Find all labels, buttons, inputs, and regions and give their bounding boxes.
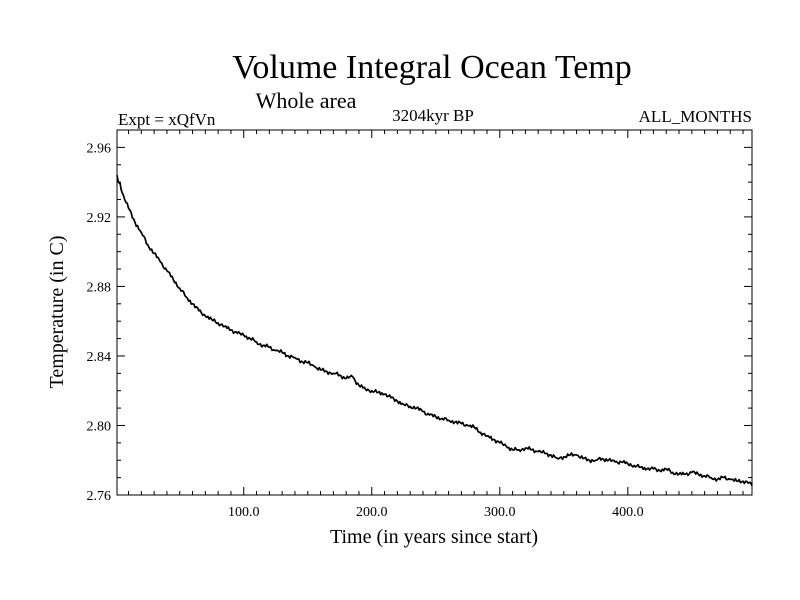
series-layer	[116, 175, 753, 486]
x-axis-label: Time (in years since start)	[330, 526, 538, 548]
y-tick-label: 2.80	[87, 419, 112, 434]
period-label: 3204kyr BP	[392, 106, 474, 125]
x-tick-label: 300.0	[484, 505, 516, 520]
chart-subtitle: Whole area	[256, 88, 357, 113]
chart-title: Volume Integral Ocean Temp	[232, 49, 632, 86]
series-line	[116, 175, 753, 486]
months-label: ALL_MONTHS	[639, 107, 752, 126]
x-tick-label: 100.0	[228, 505, 260, 520]
x-tick-label: 200.0	[356, 505, 388, 520]
plot-frame	[116, 129, 753, 496]
y-tick-label: 2.88	[87, 280, 112, 295]
y-tick-label: 2.96	[87, 141, 112, 156]
y-tick-label: 2.76	[87, 489, 112, 504]
y-axis: 2.76 2.80 2.84 2.88 2.92 2.96	[87, 141, 752, 504]
x-tick-label: 400.0	[612, 505, 644, 520]
y-tick-label: 2.92	[87, 211, 112, 226]
experiment-label: Expt = xQfVn	[118, 110, 216, 129]
y-axis-label: Temperature (in C)	[46, 236, 68, 389]
y-tick-label: 2.84	[87, 350, 112, 365]
x-axis: 100.0 200.0 300.0 400.0	[128, 130, 744, 520]
